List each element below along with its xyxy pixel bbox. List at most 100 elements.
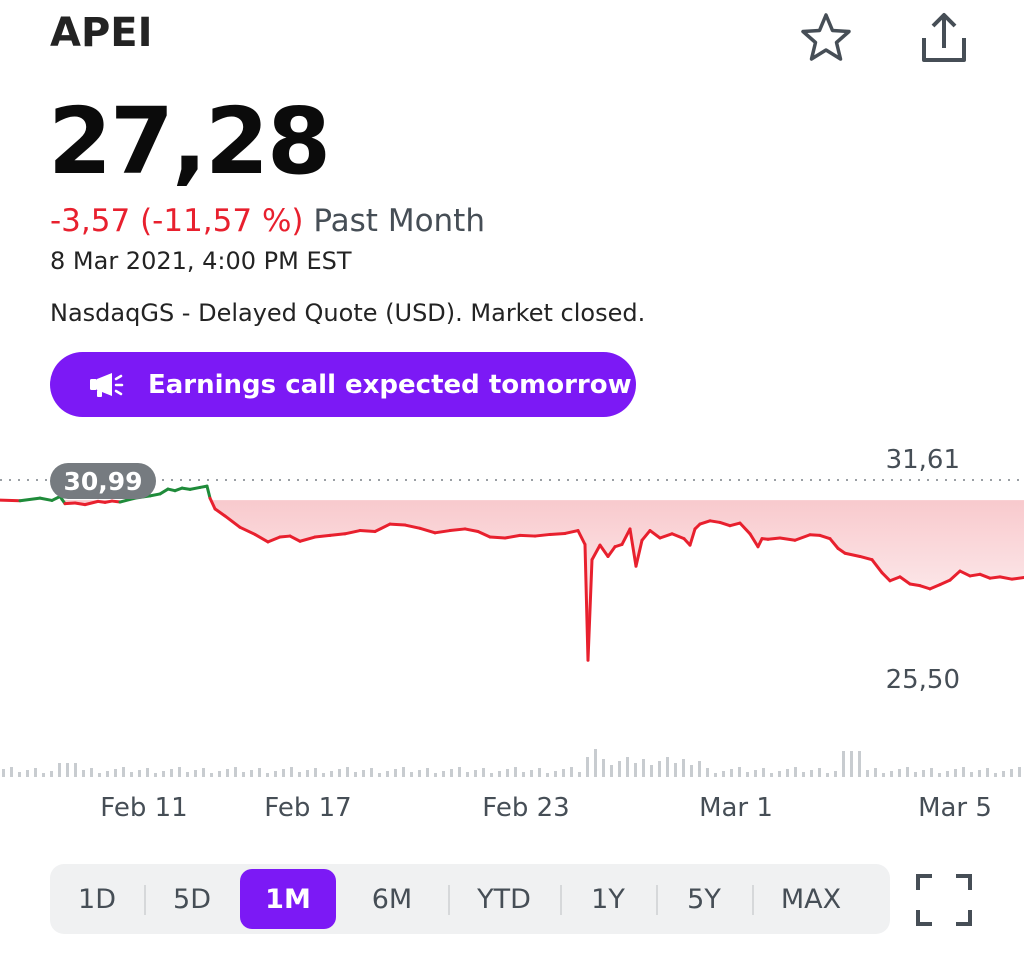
- price-line-segment: [533, 532, 552, 538]
- price-line-segment: [998, 575, 1014, 581]
- expand-chart-button[interactable]: [914, 870, 974, 930]
- volume-bar: [682, 759, 685, 777]
- volume-bar: [106, 771, 109, 777]
- price-line-segment: [158, 487, 170, 496]
- volume-bar: [842, 751, 845, 777]
- price-line-segment: [313, 533, 332, 539]
- volume-bar: [690, 765, 693, 777]
- previous-close-label: 30,99: [63, 467, 142, 496]
- price-line-segment: [688, 527, 697, 547]
- volume-bar: [410, 772, 413, 777]
- price-line-segment: [880, 571, 892, 583]
- price-line-segment: [1010, 576, 1024, 581]
- price-line-segment: [343, 529, 362, 536]
- volume-bar: [434, 773, 437, 777]
- volume-bar: [642, 759, 645, 777]
- price-line-segment: [548, 531, 567, 536]
- price-line-segment: [640, 529, 652, 542]
- price-line-segment: [38, 496, 54, 502]
- price-line-segment: [828, 537, 840, 550]
- change-period: Past Month: [313, 203, 485, 239]
- price-line-segment: [148, 492, 162, 498]
- expand-icon: [916, 874, 972, 926]
- volume-bar: [762, 768, 765, 777]
- volume-bar: [674, 763, 677, 777]
- price-line-segment: [738, 521, 752, 536]
- volume-bar: [546, 773, 549, 777]
- volume-bar: [802, 772, 805, 777]
- volume-bar: [34, 768, 37, 777]
- price-line-segment: [518, 533, 537, 538]
- volume-bar: [794, 767, 797, 777]
- price-line-segment: [648, 529, 662, 540]
- volume-bar: [714, 773, 717, 777]
- price-line-segment: [0, 498, 22, 503]
- price-line-segment: [205, 484, 212, 500]
- volume-bar: [42, 773, 45, 777]
- range-tab-max[interactable]: MAX: [752, 869, 870, 929]
- volume-bar: [26, 770, 29, 777]
- price-line-segment: [598, 543, 610, 558]
- volume-bar: [170, 769, 173, 777]
- volume-bar: [746, 772, 749, 777]
- price-line-segment: [448, 527, 467, 533]
- x-tick-label: Feb 23: [482, 793, 569, 823]
- price-line-segment: [898, 575, 912, 586]
- volume-bar: [562, 769, 565, 777]
- range-tab-ytd[interactable]: YTD: [448, 869, 560, 929]
- volume-bar: [346, 767, 349, 777]
- volume-bar: [514, 767, 517, 777]
- volume-bar: [146, 768, 149, 777]
- price-line-segment: [358, 529, 377, 534]
- price-line-segment: [698, 519, 712, 526]
- volume-bar: [386, 771, 389, 777]
- volume-bar: [810, 770, 813, 777]
- ticker-symbol: APEI: [50, 10, 153, 56]
- range-tab-1d[interactable]: 1D: [78, 883, 116, 915]
- range-tab-1y[interactable]: 1Y: [560, 869, 656, 929]
- volume-bar: [578, 772, 581, 777]
- price-line-segment: [488, 535, 507, 540]
- price-line-segment: [628, 527, 638, 568]
- price-line-segment: [756, 537, 764, 549]
- price-line-segment: [778, 536, 797, 542]
- price-line-segment: [818, 533, 832, 541]
- volume-bar: [770, 773, 773, 777]
- volume-bar: [402, 767, 405, 777]
- volume-bar: [314, 768, 317, 777]
- price-line-segment: [278, 534, 292, 539]
- price-chart[interactable]: 30,99 31,61 25,50 Feb 11 Feb 17 Feb 23 Mar …: [0, 430, 1024, 840]
- quote-timestamp: 8 Mar 2021, 4:00 PM EST: [50, 247, 352, 275]
- x-tick-label: Mar 1: [699, 793, 773, 823]
- range-tab-1m[interactable]: 1M: [240, 869, 336, 929]
- volume-bar: [442, 771, 445, 777]
- volume-bar: [18, 772, 21, 777]
- range-tab-5d[interactable]: 5D: [144, 869, 240, 929]
- range-selector: 1D 5D 1M 6M YTD 1Y 5Y MAX: [50, 864, 890, 934]
- volume-bar: [138, 770, 141, 777]
- volume-bar: [554, 771, 557, 777]
- volume-bar: [818, 768, 821, 777]
- volume-bar: [634, 763, 637, 777]
- price-change: -3,57 (-11,57 %): [50, 203, 304, 239]
- volume-bar: [1010, 769, 1013, 777]
- range-tab-6m[interactable]: 6M: [371, 883, 413, 915]
- volume-bar: [954, 769, 957, 777]
- favorite-button[interactable]: [796, 8, 856, 68]
- volume-bar: [898, 769, 901, 777]
- price-line-segment: [188, 485, 202, 491]
- volume-bar: [618, 761, 621, 777]
- price-line-segment: [670, 532, 686, 541]
- price-line-segment: [328, 532, 347, 537]
- volume-bar: [322, 773, 325, 777]
- volume-bar: [226, 769, 229, 777]
- price-line-segment: [238, 525, 257, 536]
- price-line-segment: [288, 534, 302, 543]
- volume-bar: [162, 771, 165, 777]
- volume-bar: [218, 771, 221, 777]
- price-line-segment: [403, 523, 422, 530]
- share-button[interactable]: [914, 8, 974, 68]
- earnings-banner[interactable]: Earnings call expected tomorrow: [50, 352, 636, 417]
- volume-bar: [730, 769, 733, 777]
- range-tab-5y[interactable]: 5Y: [656, 869, 752, 929]
